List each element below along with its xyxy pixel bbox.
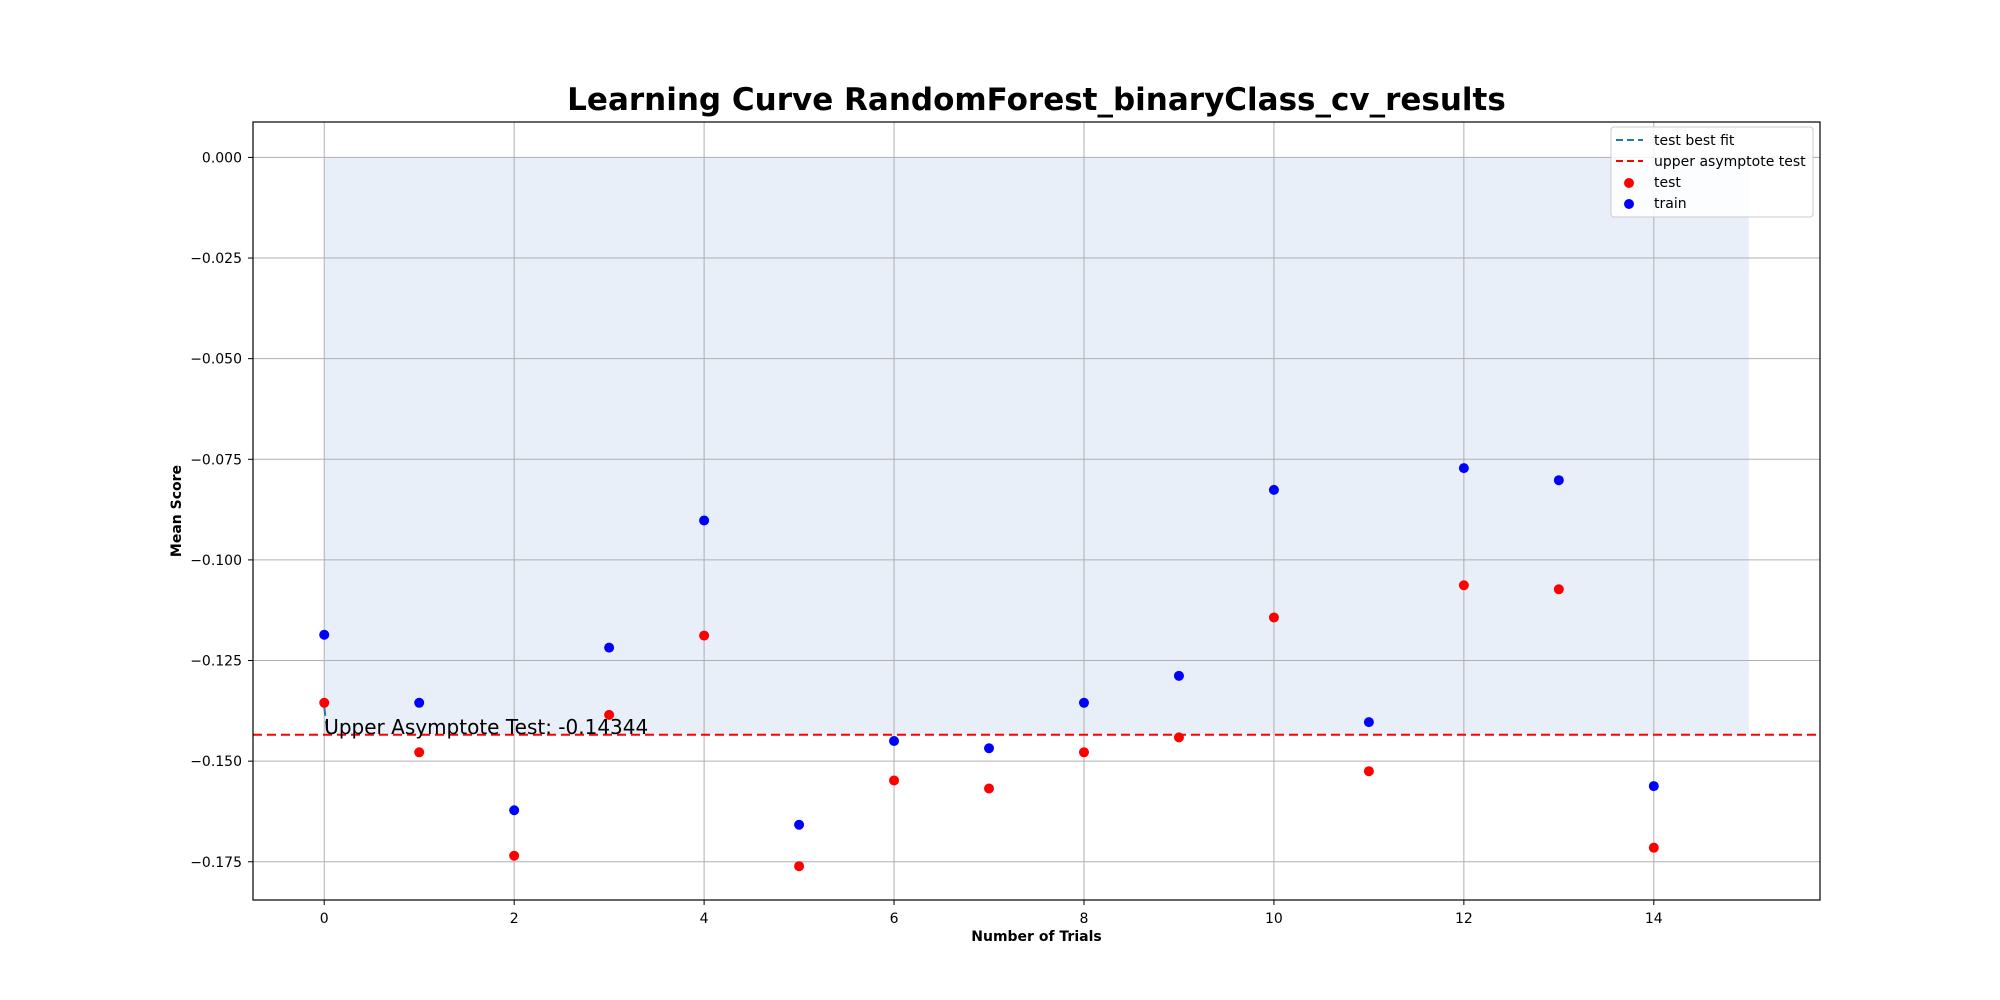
y-tick-label: −0.100	[190, 553, 242, 569]
y-tick-label: −0.125	[190, 654, 242, 670]
x-tick-label: 6	[890, 911, 899, 927]
legend-label: upper asymptote test	[1654, 154, 1806, 170]
shaded-region	[324, 157, 1749, 735]
y-tick-label: −0.075	[190, 452, 242, 468]
test-point	[414, 747, 425, 758]
train-point	[1268, 484, 1279, 495]
y-tick-label: 0.000	[202, 150, 242, 166]
test-point	[1173, 732, 1184, 743]
train-point	[984, 743, 995, 754]
test-point	[1648, 842, 1659, 853]
test-point	[1363, 766, 1374, 777]
y-tick-label: −0.025	[190, 251, 242, 267]
test-point	[699, 630, 710, 641]
test-point	[984, 783, 995, 794]
train-point	[889, 736, 900, 747]
train-point	[509, 805, 520, 816]
test-point	[319, 697, 330, 708]
legend-label: test	[1654, 175, 1681, 191]
train-point	[1078, 697, 1089, 708]
train-point	[1173, 670, 1184, 681]
y-tick-label: −0.150	[190, 754, 242, 770]
test-point	[794, 861, 805, 872]
x-tick-label: 0	[320, 911, 329, 927]
legend-label: train	[1654, 196, 1687, 212]
legend-box	[1610, 126, 1814, 218]
plot-frame	[252, 121, 1821, 901]
test-point	[1458, 580, 1469, 591]
legend-label: test best fit	[1654, 133, 1735, 149]
train-point	[1458, 463, 1469, 474]
x-tick-label: 4	[700, 911, 709, 927]
train-point	[604, 642, 615, 653]
train-point	[1553, 475, 1564, 486]
chart-title: Learning Curve RandomForest_binaryClass_…	[567, 82, 1506, 118]
x-tick-label: 2	[510, 911, 519, 927]
x-tick-label: 10	[1265, 911, 1283, 927]
test-point	[1268, 612, 1279, 623]
legend-marker	[1624, 199, 1634, 209]
legend: test best fit upper asymptote test test tra…	[1610, 126, 1814, 218]
train-point	[794, 819, 805, 830]
train-point	[414, 697, 425, 708]
test-point	[509, 850, 520, 861]
legend-marker	[1624, 178, 1634, 188]
train-point	[1648, 781, 1659, 792]
train-point	[699, 515, 710, 526]
best-fit-line	[323, 706, 329, 732]
y-tick-label: −0.175	[190, 855, 242, 871]
train-point	[319, 629, 330, 640]
test-point	[1553, 584, 1564, 595]
train-point	[1363, 717, 1374, 728]
asymptote-annotation: Upper Asymptote Test: -0.14344	[324, 715, 648, 739]
x-tick-label: 8	[1080, 911, 1089, 927]
x-tick-label: 14	[1645, 911, 1663, 927]
test-point	[1078, 747, 1089, 758]
test-point	[889, 775, 900, 786]
y-tick-label: −0.050	[190, 352, 242, 368]
test-point	[604, 709, 615, 720]
x-axis-label: Number of Trials	[971, 929, 1101, 945]
y-axis-label: Mean Score	[169, 465, 185, 557]
x-tick-label: 12	[1455, 911, 1473, 927]
